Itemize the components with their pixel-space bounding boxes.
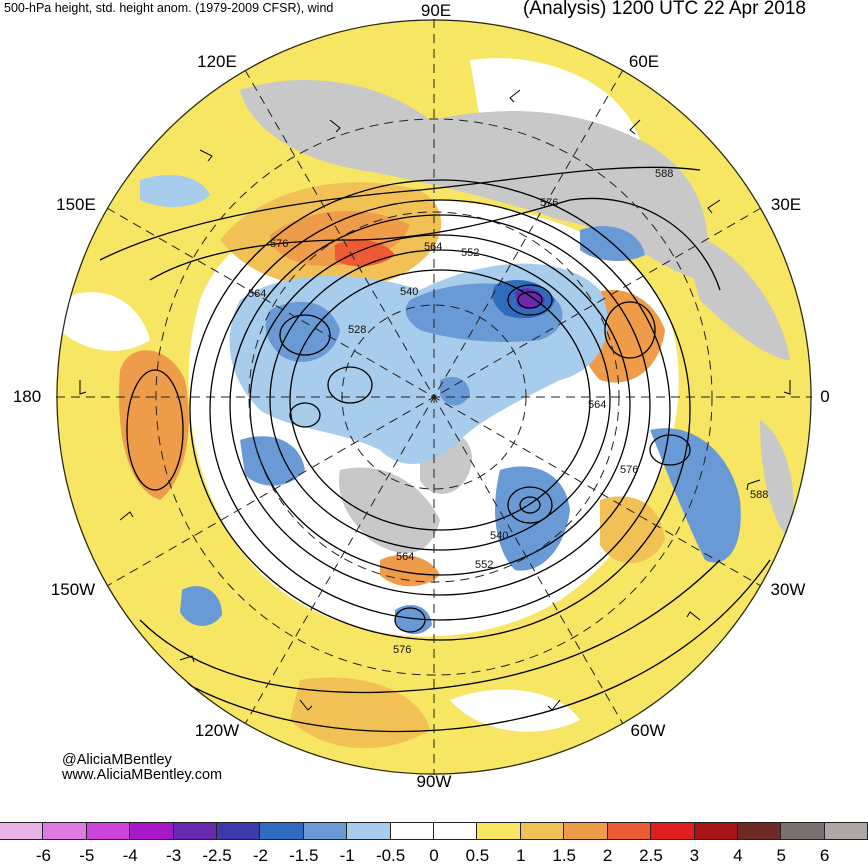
colorbar-cell [302,822,348,840]
colorbar-cell [389,822,435,840]
colorbar-cell [172,822,218,840]
contour-labels: 588 576 576 552 564 540 564 528 564 576 … [248,168,768,656]
contour-label: 540 [400,286,418,298]
colorbar-cell [823,822,868,840]
anomaly-orange-atlantic [600,496,665,564]
contour-label: 552 [475,559,493,571]
wind-barbs [79,89,791,711]
colorbar-label: -3 [166,846,182,865]
anomaly-blue-greenland [440,376,470,406]
colorbar-label: 0.5 [465,846,490,865]
colorbar-label: -1 [339,846,355,865]
credit-twitter: @AliciaMBentley [62,752,172,768]
colorbar-label: -0.5 [375,846,406,865]
colorbar-label: -6 [35,846,51,865]
colorbar-cell [433,822,478,840]
contour-label: 540 [490,530,508,542]
colorbar-label: 4 [733,846,743,865]
map-title: 500-hPa height, std. height anom. (1979-… [4,1,334,15]
lon-label-60e: 60E [628,52,660,71]
colorbar-cell [0,822,44,840]
anomaly-orange-south [290,677,430,749]
contour-label: 564 [248,288,266,300]
anomaly-white-zone-s [450,689,580,732]
anomaly-orange-na [380,555,440,587]
colorbar-label: 2.5 [639,846,663,865]
lon-label-120e: 120E [197,52,237,71]
colorbar-label: 0 [429,846,439,865]
colorbar-cell [346,822,391,840]
colorbar-cell [216,822,261,840]
contour-label: 528 [348,324,366,336]
height-contours [89,166,771,733]
colorbar-label: -1.5 [289,846,319,865]
anomaly-blue-east [650,428,741,563]
colorbar-label: 6 [819,846,830,865]
colorbar-cell [519,822,565,840]
contour-label: 576 [620,464,638,476]
analysis-time: (Analysis) 1200 UTC 22 Apr 2018 [522,0,806,19]
land-africa-edge [760,420,794,540]
colorbar-cell [563,822,608,840]
contour-label: 588 [655,168,673,180]
contour-label: 588 [750,489,768,501]
lon-label-0: 0 [820,387,830,406]
colorbar-label: -5 [79,846,95,865]
contour-label: 576 [393,644,411,656]
colorbar-cell [780,822,825,840]
lon-label-120w: 120W [194,721,240,740]
colorbar-cell [650,822,695,840]
colorbar-label: -2.5 [202,846,232,865]
lon-label-90e: 90E [420,1,452,20]
colorbar-cell [736,822,782,840]
anomaly-orange-pacific [119,350,189,500]
colorbar-cell [606,822,652,840]
colorbar-label: 1 [516,846,526,865]
colorbar-cell [129,822,174,840]
anomaly-white-zone-w [60,292,150,351]
lon-label-90w: 90W [416,772,452,791]
colorbar-label: 5 [776,846,786,865]
lon-label-150w: 150W [50,580,96,599]
contour-label: 564 [396,551,414,563]
colorbar-label: -2 [252,846,268,865]
colorbar-label: 3 [689,846,700,865]
polar-map: 588 576 576 552 564 540 564 528 564 576 … [56,19,812,775]
colorbar-cell [42,822,87,840]
lon-label-150e: 150E [56,195,96,214]
lon-label-180: 180 [12,387,42,406]
colorbar-cell [693,822,738,840]
colorbar-label: 2 [602,846,613,865]
lon-label-30w: 30W [770,580,806,599]
colorbar-cell [85,822,131,840]
anomaly-blue-asia-n [140,175,210,207]
contour-label: 576 [540,197,558,209]
graticule [56,19,812,775]
contour-label: 576 [270,238,288,250]
contour-label: 552 [461,247,479,259]
land-north-america [339,467,440,554]
colorbar-label: 1.5 [552,846,577,865]
lon-label-30e: 30E [770,195,802,214]
colorbar-cell [259,822,304,840]
anomaly-blue-pacific [180,586,222,626]
colorbar-label: -4 [122,846,138,865]
colorbar [0,822,868,840]
contour-label: 564 [588,399,606,411]
colorbar-cell [476,822,521,840]
lon-label-60w: 60W [630,721,666,740]
contour-label: 564 [424,241,442,253]
credit-website: www.AliciaMBentley.com [62,767,223,783]
